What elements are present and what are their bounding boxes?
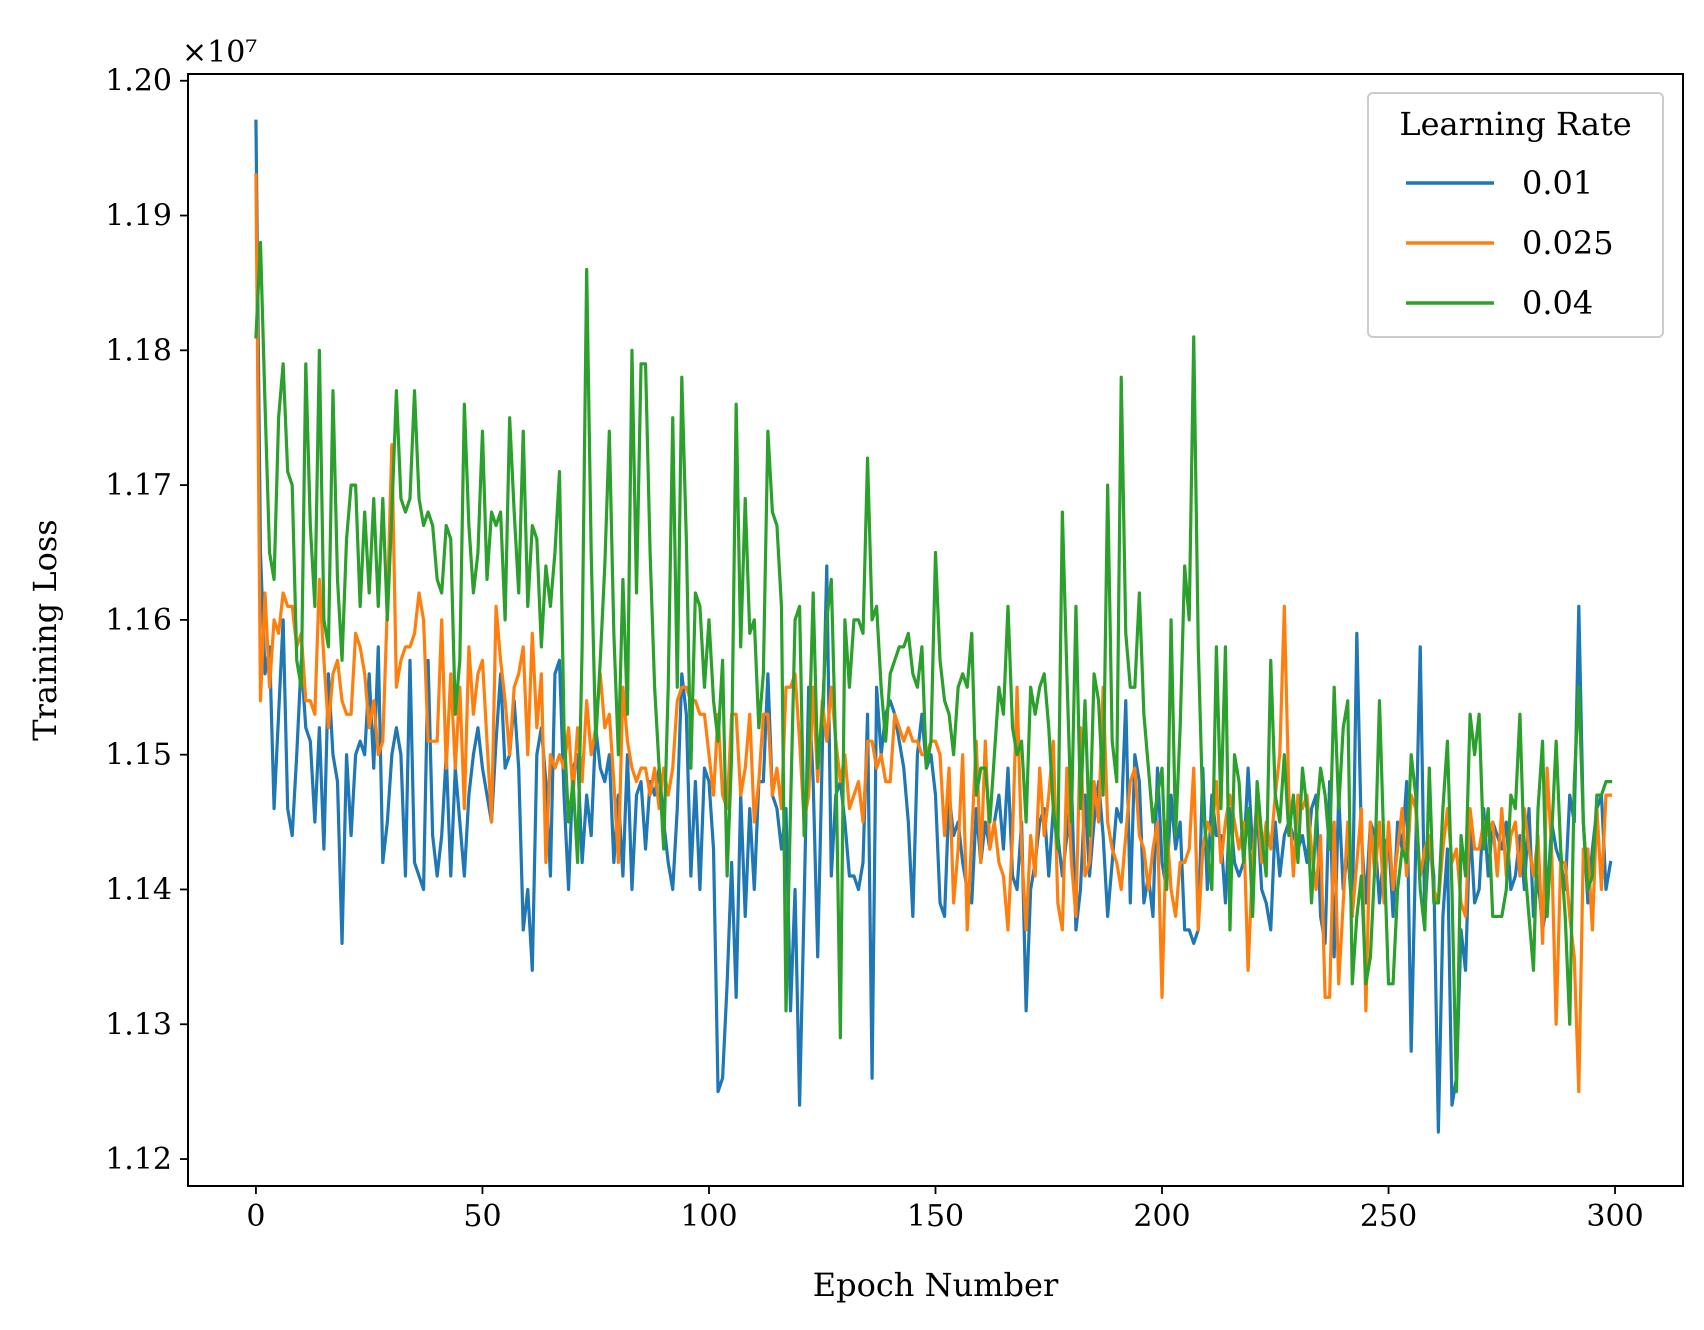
x-tick-label: 200 bbox=[1133, 1199, 1190, 1234]
y-tick-label: 1.18 bbox=[105, 333, 172, 368]
y-axis-offset-text: ×10⁷ bbox=[182, 35, 257, 70]
x-tick-label: 100 bbox=[680, 1199, 737, 1234]
series-line-0.04 bbox=[254, 240, 1613, 1094]
y-tick-label: 1.13 bbox=[105, 1007, 172, 1042]
legend-label: 0.04 bbox=[1522, 284, 1593, 322]
legend: Learning Rate 0.01 0.025 0.04 bbox=[1367, 92, 1664, 338]
y-axis-label: Training Loss bbox=[26, 519, 64, 740]
y-tick-label: 1.16 bbox=[105, 603, 172, 638]
y-tick-label: 1.14 bbox=[105, 872, 172, 907]
x-tick-label: 50 bbox=[463, 1199, 501, 1234]
y-tick-label: 1.20 bbox=[105, 64, 172, 99]
y-axis-ticks: 1.12 1.13 1.14 1.15 1.16 1.17 1.18 1.19 1.20 bbox=[105, 64, 188, 1177]
legend-box bbox=[1367, 92, 1664, 338]
x-tick-label: 0 bbox=[246, 1199, 265, 1234]
legend-label: 0.025 bbox=[1522, 224, 1614, 262]
x-tick-label: 150 bbox=[907, 1199, 964, 1234]
y-tick-label: 1.17 bbox=[105, 468, 172, 503]
legend-entries: 0.01 0.025 0.04 bbox=[1406, 164, 1614, 322]
x-tick-label: 250 bbox=[1360, 1199, 1417, 1234]
legend-title: Learning Rate bbox=[1399, 105, 1631, 143]
legend-label: 0.01 bbox=[1522, 164, 1593, 202]
y-tick-label: 1.12 bbox=[105, 1142, 172, 1177]
x-axis-label: Epoch Number bbox=[813, 1266, 1059, 1304]
x-tick-label: 300 bbox=[1586, 1199, 1643, 1234]
x-axis-ticks: 0 50 100 150 200 250 300 bbox=[246, 1186, 1644, 1234]
series-layer bbox=[254, 119, 1613, 1134]
y-tick-label: 1.19 bbox=[105, 199, 172, 234]
y-tick-label: 1.15 bbox=[105, 738, 172, 773]
